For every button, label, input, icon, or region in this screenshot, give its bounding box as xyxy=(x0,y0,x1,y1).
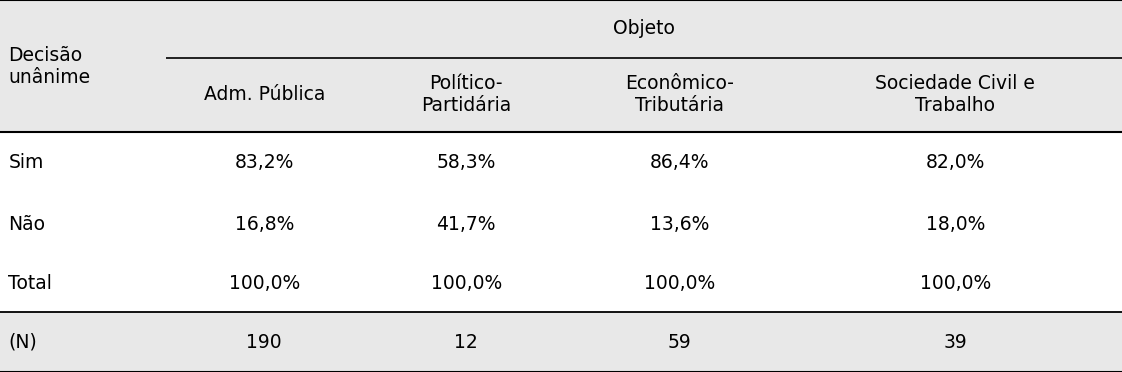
Text: 16,8%: 16,8% xyxy=(234,215,294,234)
Bar xyxy=(362,312,570,372)
Bar xyxy=(789,193,1122,255)
Bar xyxy=(789,312,1122,372)
Bar xyxy=(789,0,1122,58)
Text: 190: 190 xyxy=(247,333,282,352)
Bar xyxy=(789,132,1122,193)
Text: 39: 39 xyxy=(944,333,967,352)
Text: 13,6%: 13,6% xyxy=(650,215,709,234)
Bar xyxy=(570,58,789,132)
Text: 18,0%: 18,0% xyxy=(926,215,985,234)
Bar xyxy=(362,193,570,255)
Text: 83,2%: 83,2% xyxy=(234,153,294,172)
Text: 41,7%: 41,7% xyxy=(436,215,496,234)
Text: 100,0%: 100,0% xyxy=(644,274,715,293)
Text: 100,0%: 100,0% xyxy=(431,274,502,293)
Text: 59: 59 xyxy=(668,333,691,352)
Bar xyxy=(166,0,362,58)
Bar xyxy=(0,0,166,58)
Text: 100,0%: 100,0% xyxy=(229,274,300,293)
Text: Sim: Sim xyxy=(8,153,44,172)
Text: Adm. Pública: Adm. Pública xyxy=(203,85,325,105)
Text: 58,3%: 58,3% xyxy=(436,153,496,172)
Bar xyxy=(570,312,789,372)
Bar xyxy=(789,58,1122,132)
Text: (N): (N) xyxy=(8,333,37,352)
Bar xyxy=(570,132,789,193)
Bar xyxy=(362,0,570,58)
Bar xyxy=(789,255,1122,312)
Bar xyxy=(166,58,362,132)
Text: Total: Total xyxy=(8,274,53,293)
Bar xyxy=(0,132,166,193)
Text: Objeto: Objeto xyxy=(613,19,675,38)
Bar xyxy=(362,58,570,132)
Text: Econômico-
Tributária: Econômico- Tributária xyxy=(625,74,734,115)
Bar xyxy=(166,255,362,312)
Text: Decisão
unânime: Decisão unânime xyxy=(8,45,91,87)
Bar xyxy=(570,193,789,255)
Bar xyxy=(570,255,789,312)
Bar xyxy=(362,255,570,312)
Bar xyxy=(362,132,570,193)
Bar xyxy=(0,312,166,372)
Bar xyxy=(166,312,362,372)
Text: Sociedade Civil e
Trabalho: Sociedade Civil e Trabalho xyxy=(875,74,1036,115)
Bar xyxy=(166,132,362,193)
Text: 82,0%: 82,0% xyxy=(926,153,985,172)
Text: 12: 12 xyxy=(454,333,478,352)
Text: Não: Não xyxy=(8,215,45,234)
Bar xyxy=(166,193,362,255)
Bar xyxy=(570,0,789,58)
Text: 86,4%: 86,4% xyxy=(650,153,709,172)
Bar xyxy=(0,58,166,132)
Text: 100,0%: 100,0% xyxy=(920,274,991,293)
Bar xyxy=(0,193,166,255)
Text: Político-
Partidária: Político- Partidária xyxy=(421,74,512,115)
Bar xyxy=(0,255,166,312)
